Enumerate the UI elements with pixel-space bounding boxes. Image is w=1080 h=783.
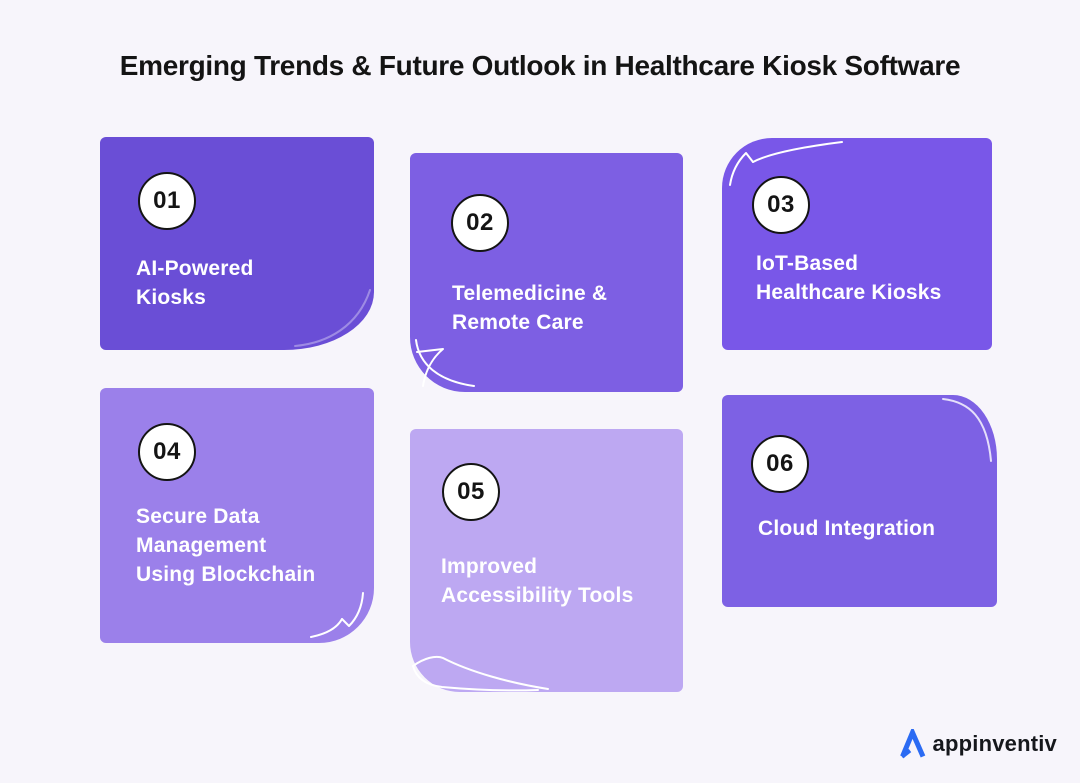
- card-label: Secure Data Management Using Blockchain: [136, 505, 316, 586]
- appinventiv-logo-text: appinventiv: [932, 731, 1057, 756]
- card-number: 01: [153, 187, 181, 214]
- card-number-badge: 02: [451, 194, 509, 252]
- card-iot-based-healthcare-kiosks: 03 IoT-Based Healthcare Kiosks: [722, 138, 992, 350]
- page-curl-icon: [415, 339, 475, 387]
- card-number: 05: [457, 478, 485, 505]
- card-label: IoT-Based Healthcare Kiosks: [756, 252, 942, 304]
- card-number-badge: 01: [138, 172, 196, 230]
- page-curl-icon: [294, 289, 371, 347]
- card-improved-accessibility-tools: 05 Improved Accessibility Tools: [410, 429, 683, 692]
- page-curl-icon: [942, 398, 992, 462]
- card-number-badge: 04: [138, 423, 196, 481]
- card-label: Cloud Integration: [758, 517, 936, 540]
- card-label: Telemedicine & Remote Care: [452, 282, 608, 334]
- appinventiv-logo: appinventiv: [899, 729, 1057, 759]
- card-telemedicine-remote-care: 02 Telemedicine & Remote Care: [410, 153, 683, 392]
- card-number: 02: [466, 209, 494, 236]
- card-ai-powered-kiosks: 01 AI-Powered Kiosks: [100, 137, 374, 350]
- appinventiv-logo-icon: [899, 729, 925, 759]
- card-label: Improved Accessibility Tools: [441, 555, 634, 607]
- card-secure-data-management-blockchain: 04 Secure Data Management Using Blockcha…: [100, 388, 374, 643]
- page-title: Emerging Trends & Future Outlook in Heal…: [119, 50, 961, 81]
- page-curl-icon: [412, 655, 549, 692]
- card-number: 03: [767, 191, 795, 218]
- card-label: AI-Powered Kiosks: [136, 257, 254, 309]
- card-number-badge: 06: [751, 435, 809, 493]
- card-number: 06: [766, 450, 794, 477]
- card-cloud-integration: 06 Cloud Integration: [722, 395, 997, 607]
- card-number: 04: [153, 438, 181, 465]
- page-curl-icon: [310, 592, 364, 638]
- card-number-badge: 05: [442, 463, 500, 521]
- card-number-badge: 03: [752, 176, 810, 234]
